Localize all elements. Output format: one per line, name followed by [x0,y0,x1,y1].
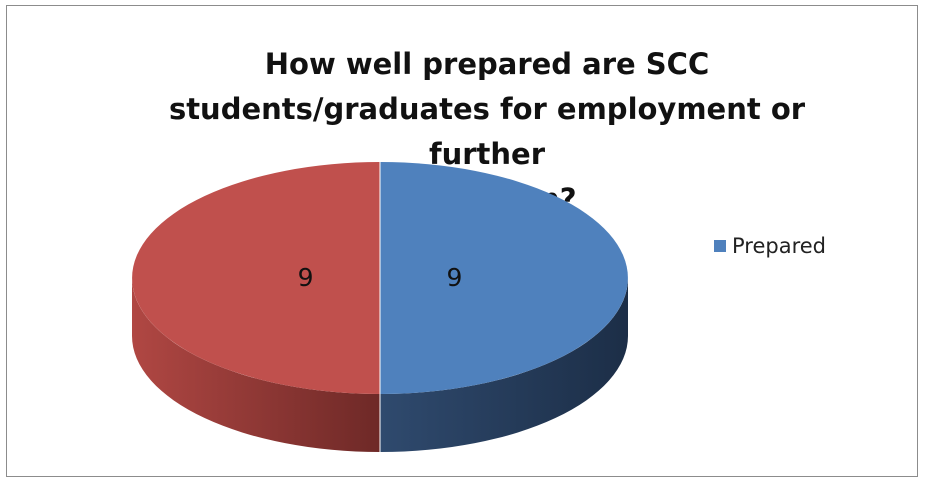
chart-title-line-1: How well prepared are SCC [264,47,710,81]
chart-title-line-2: students/graduates for employment or fur… [168,92,806,171]
pie-side-2 [132,278,380,452]
data-label-2: 9 [298,263,314,292]
pie-side-1 [380,278,628,452]
legend: Prepared [714,234,826,258]
legend-swatch-prepared [714,240,726,252]
legend-label-prepared: Prepared [732,234,827,258]
data-label-1: 9 [446,263,462,292]
pie-slice-2 [132,162,380,394]
pie-slice-1 [380,162,628,394]
